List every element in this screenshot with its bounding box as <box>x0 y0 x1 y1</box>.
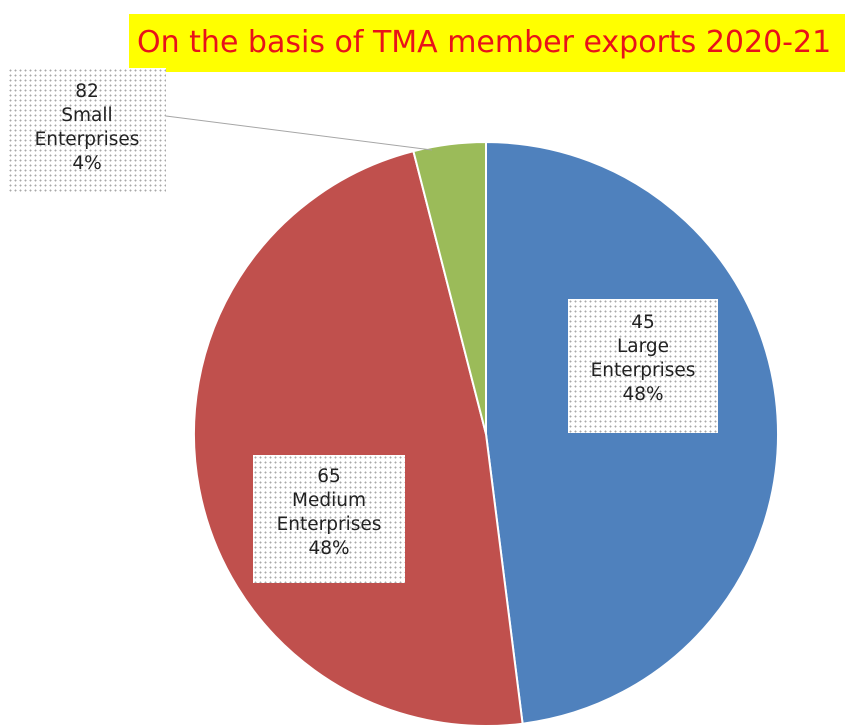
data-label-small-count: 82 <box>75 81 99 102</box>
data-label-medium-name: Medium <box>292 490 366 511</box>
pie-slices <box>192 141 779 727</box>
data-label-medium: 65 Medium Enterprises 48% <box>253 455 405 583</box>
data-label-small-name: Small <box>61 105 113 126</box>
data-label-medium-count: 65 <box>317 466 341 487</box>
pie-slice-small <box>412 141 487 435</box>
data-label-small-percent: 4% <box>72 153 102 174</box>
data-label-small: 82 Small Enterprises 4% <box>8 68 166 193</box>
data-label-large: 45 Large Enterprises 48% <box>568 299 718 433</box>
data-label-large-name: Large <box>616 336 670 357</box>
chart-title: On the basis of TMA member exports 2020-… <box>129 14 845 72</box>
data-label-medium-percent: 48% <box>308 538 350 559</box>
small-slice-leader-line <box>165 115 433 151</box>
data-label-small-category: Enterprises <box>34 129 140 150</box>
data-label-medium-category: Enterprises <box>276 514 382 535</box>
data-label-large-percent: 48% <box>622 384 664 405</box>
data-label-large-category: Enterprises <box>590 360 696 381</box>
data-label-large-count: 45 <box>631 312 655 333</box>
